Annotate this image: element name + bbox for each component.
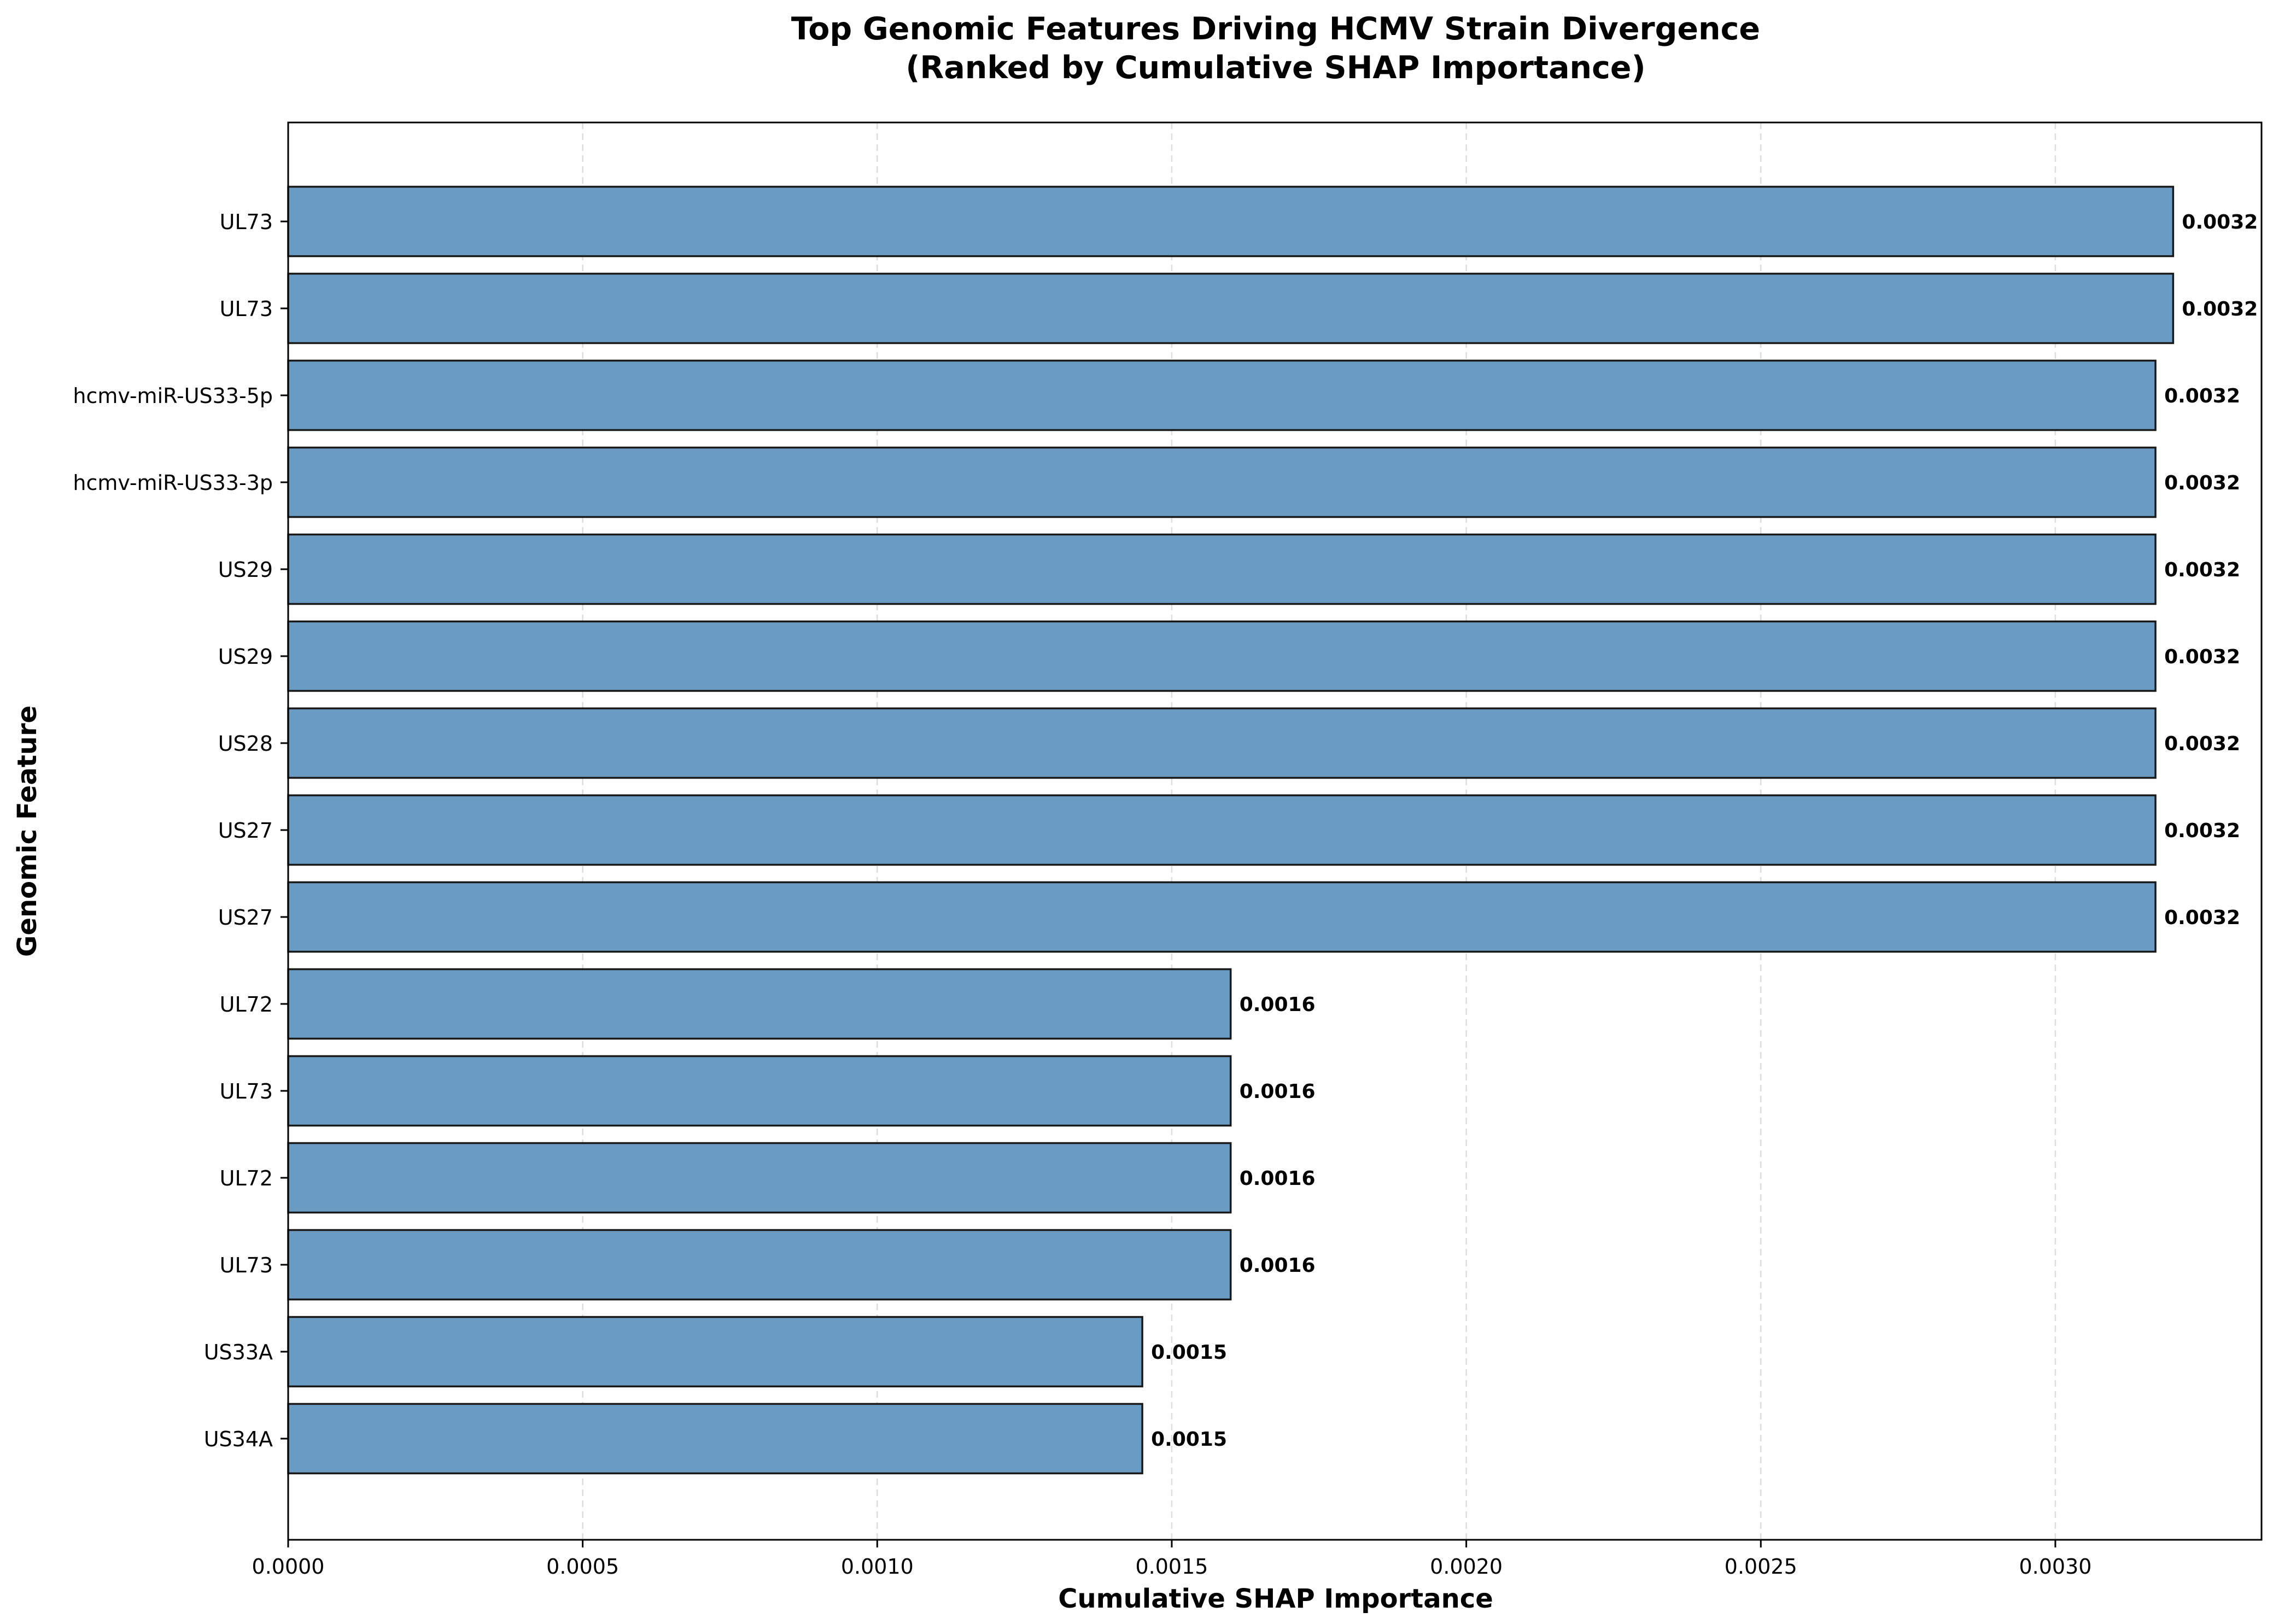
y-tick-label: UL73 (220, 297, 273, 321)
chart-subtitle: (Ranked by Cumulative SHAP Importance) (905, 50, 1645, 86)
value-labels: 0.0032 0.0032 0.0032 0.0032 0.0032 0.0032 0.00… (1151, 211, 2258, 1451)
bar-value-label: 0.0032 (2164, 385, 2240, 407)
y-tick-label: UL72 (220, 1166, 273, 1190)
y-axis-label: Genomic Feature (12, 705, 43, 957)
y-tick-label: US27 (218, 906, 273, 930)
bar (287, 1316, 1143, 1388)
x-tick-label: 0.0020 (1430, 1555, 1503, 1579)
bar-value-label: 0.0032 (2164, 907, 2240, 929)
y-tick-label: US34A (204, 1427, 273, 1451)
x-axis-ticks: 0.0000 0.0005 0.0010 0.0015 0.0020 0.0025 0.00… (252, 1540, 2091, 1579)
y-axis-ticks: UL73 UL73 hcmv-miR-US33-5p hcmv-miR-US33-3p… (73, 210, 288, 1451)
bar (287, 968, 1232, 1040)
x-tick-label: 0.0030 (2019, 1555, 2091, 1579)
bar (287, 533, 2157, 605)
x-tick-label: 0.0010 (841, 1555, 914, 1579)
x-tick-label: 0.0015 (1135, 1555, 1208, 1579)
y-tick-label: US27 (218, 819, 273, 843)
bar-value-label: 0.0015 (1151, 1341, 1227, 1364)
bar-value-label: 0.0032 (2164, 559, 2240, 581)
bar (287, 185, 2175, 258)
bar (287, 446, 2157, 518)
bar-value-label: 0.0015 (1151, 1428, 1227, 1451)
bars (287, 185, 2175, 1475)
bar-value-label: 0.0032 (2164, 646, 2240, 668)
y-tick-label: US33A (204, 1340, 273, 1364)
plot-frame (287, 121, 2263, 1541)
bar (287, 1403, 1143, 1475)
x-tick-label: 0.0025 (1725, 1555, 1797, 1579)
x-tick-label: 0.0005 (546, 1555, 619, 1579)
bar-value-label: 0.0016 (1240, 1254, 1316, 1277)
y-tick-label: UL73 (220, 1253, 273, 1277)
bar-value-label: 0.0032 (2182, 298, 2258, 320)
bar-value-label: 0.0032 (2164, 472, 2240, 494)
y-tick-label: UL73 (220, 210, 273, 234)
chart-title: Top Genomic Features Driving HCMV Strain… (791, 11, 1760, 47)
bar-value-label: 0.0032 (2182, 211, 2258, 233)
y-tick-label: US28 (218, 732, 273, 756)
y-tick-label: US29 (218, 645, 273, 669)
y-tick-label: UL73 (220, 1079, 273, 1103)
bar (287, 794, 2157, 866)
y-tick-label: UL72 (220, 992, 273, 1017)
x-tick-label: 0.0000 (252, 1555, 325, 1579)
x-axis-label: Cumulative SHAP Importance (1058, 1584, 1493, 1614)
bar (287, 359, 2157, 431)
y-tick-label: US29 (218, 558, 273, 582)
bar (287, 881, 2157, 953)
bar (287, 1142, 1232, 1214)
bar-value-label: 0.0016 (1240, 1080, 1316, 1103)
bar (287, 707, 2157, 779)
bar-value-label: 0.0016 (1240, 1167, 1316, 1190)
bar-value-label: 0.0016 (1240, 994, 1316, 1016)
bar (287, 1055, 1232, 1127)
bar (287, 1229, 1232, 1301)
bar-value-label: 0.0032 (2164, 820, 2240, 842)
bar (287, 272, 2175, 344)
y-tick-label: hcmv-miR-US33-3p (73, 471, 273, 495)
bar (287, 620, 2157, 692)
y-tick-label: hcmv-miR-US33-5p (73, 384, 273, 408)
bar-value-label: 0.0032 (2164, 733, 2240, 755)
